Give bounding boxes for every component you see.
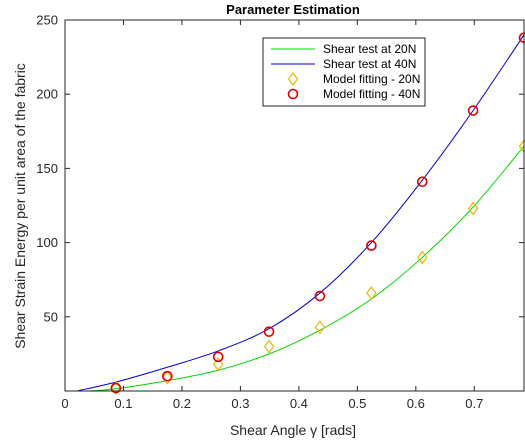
x-tick-label: 0.7: [465, 396, 483, 411]
y-tick-label: 150: [36, 161, 58, 176]
marker-circle: [366, 240, 377, 251]
marker-diamond: [366, 286, 377, 301]
chart-title: Parameter Estimation: [226, 2, 360, 17]
x-tick-label: 0.6: [407, 396, 425, 411]
marker-diamond: [110, 381, 122, 396]
x-tick-label: 0: [61, 396, 68, 411]
marker-circle: [263, 326, 275, 337]
legend-diamond-marker: [287, 72, 299, 86]
y-axis-label: Shear Strain Energy per unit area of the…: [12, 63, 28, 349]
y-tick-label: 50: [44, 309, 58, 324]
y-tick-label: 200: [36, 87, 58, 102]
marker-circle: [162, 370, 173, 382]
marker-circle: [416, 176, 428, 188]
legend-label: Shear test at 20N: [323, 42, 416, 56]
x-axis: 0 0.1 0.2 0.3 0.4 0.5 0.6 0.7: [61, 20, 483, 411]
legend-circle-marker: [287, 88, 299, 100]
x-tick-label: 0.5: [348, 396, 366, 411]
axes-box: [64, 19, 525, 392]
x-tick-label: 0.4: [290, 396, 308, 411]
plot-area: [76, 32, 525, 396]
x-tick-label: 0.2: [173, 396, 191, 411]
series-line-1: [88, 145, 524, 391]
x-tick-label: 0.3: [231, 396, 249, 411]
marker-diamond: [162, 370, 173, 385]
y-tick-label: 100: [36, 235, 58, 250]
y-tick-label: 250: [36, 13, 58, 28]
y-axis: 50 100 150 200 250: [36, 13, 524, 324]
marker-diamond: [467, 201, 479, 216]
series-line-2: [76, 34, 524, 391]
x-axis-label: Shear Angle γ [rads]: [230, 422, 356, 438]
marker-circle: [212, 351, 224, 363]
legend-label: Model fitting - 20N: [323, 72, 420, 86]
marker-circle: [467, 105, 479, 116]
x-tick-label: 0.1: [114, 396, 132, 411]
marker-diamond: [417, 250, 428, 265]
legend-label: Shear test at 40N: [323, 57, 416, 71]
marker-diamond: [314, 320, 326, 335]
legend-label: Model fitting - 40N: [323, 87, 420, 101]
marker-diamond: [263, 339, 275, 354]
marker-circle: [314, 290, 326, 302]
marker-circle: [110, 382, 122, 394]
marker-diamond: [212, 357, 224, 372]
